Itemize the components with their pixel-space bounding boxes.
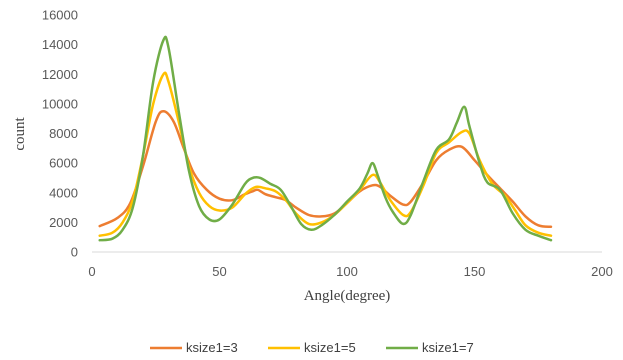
y-tick-label: 2000 <box>49 215 78 230</box>
y-tick-label: 16000 <box>42 8 78 23</box>
x-tick-label: 0 <box>88 264 95 279</box>
y-axis-ticks: 0 2000 4000 6000 8000 10000 12000 14000 16000 <box>42 8 78 260</box>
x-tick-label: 200 <box>591 264 613 279</box>
x-tick-label: 100 <box>336 264 358 279</box>
y-tick-label: 0 <box>71 245 78 260</box>
y-tick-label: 12000 <box>42 67 78 82</box>
x-tick-label: 150 <box>464 264 486 279</box>
series-line-ksize1-7 <box>98 35 553 242</box>
legend: ksize1=3 ksize1=5 ksize1=7 <box>150 340 474 355</box>
legend-label: ksize1=3 <box>186 340 238 355</box>
legend-label: ksize1=7 <box>422 340 474 355</box>
y-tick-label: 6000 <box>49 156 78 171</box>
x-axis-title: Angle(degree) <box>304 288 391 304</box>
legend-label: ksize1=5 <box>304 340 356 355</box>
y-tick-label: 14000 <box>42 37 78 52</box>
x-tick-label: 50 <box>212 264 226 279</box>
y-axis-title: count <box>12 117 28 151</box>
y-tick-label: 8000 <box>49 126 78 141</box>
series-line-ksize1-5 <box>98 71 553 237</box>
series-line-ksize1-3 <box>98 110 553 229</box>
x-axis-ticks: 0 50 100 150 200 <box>88 264 612 279</box>
series-lines <box>98 35 553 242</box>
y-tick-label: 4000 <box>49 185 78 200</box>
y-tick-label: 10000 <box>42 96 78 111</box>
